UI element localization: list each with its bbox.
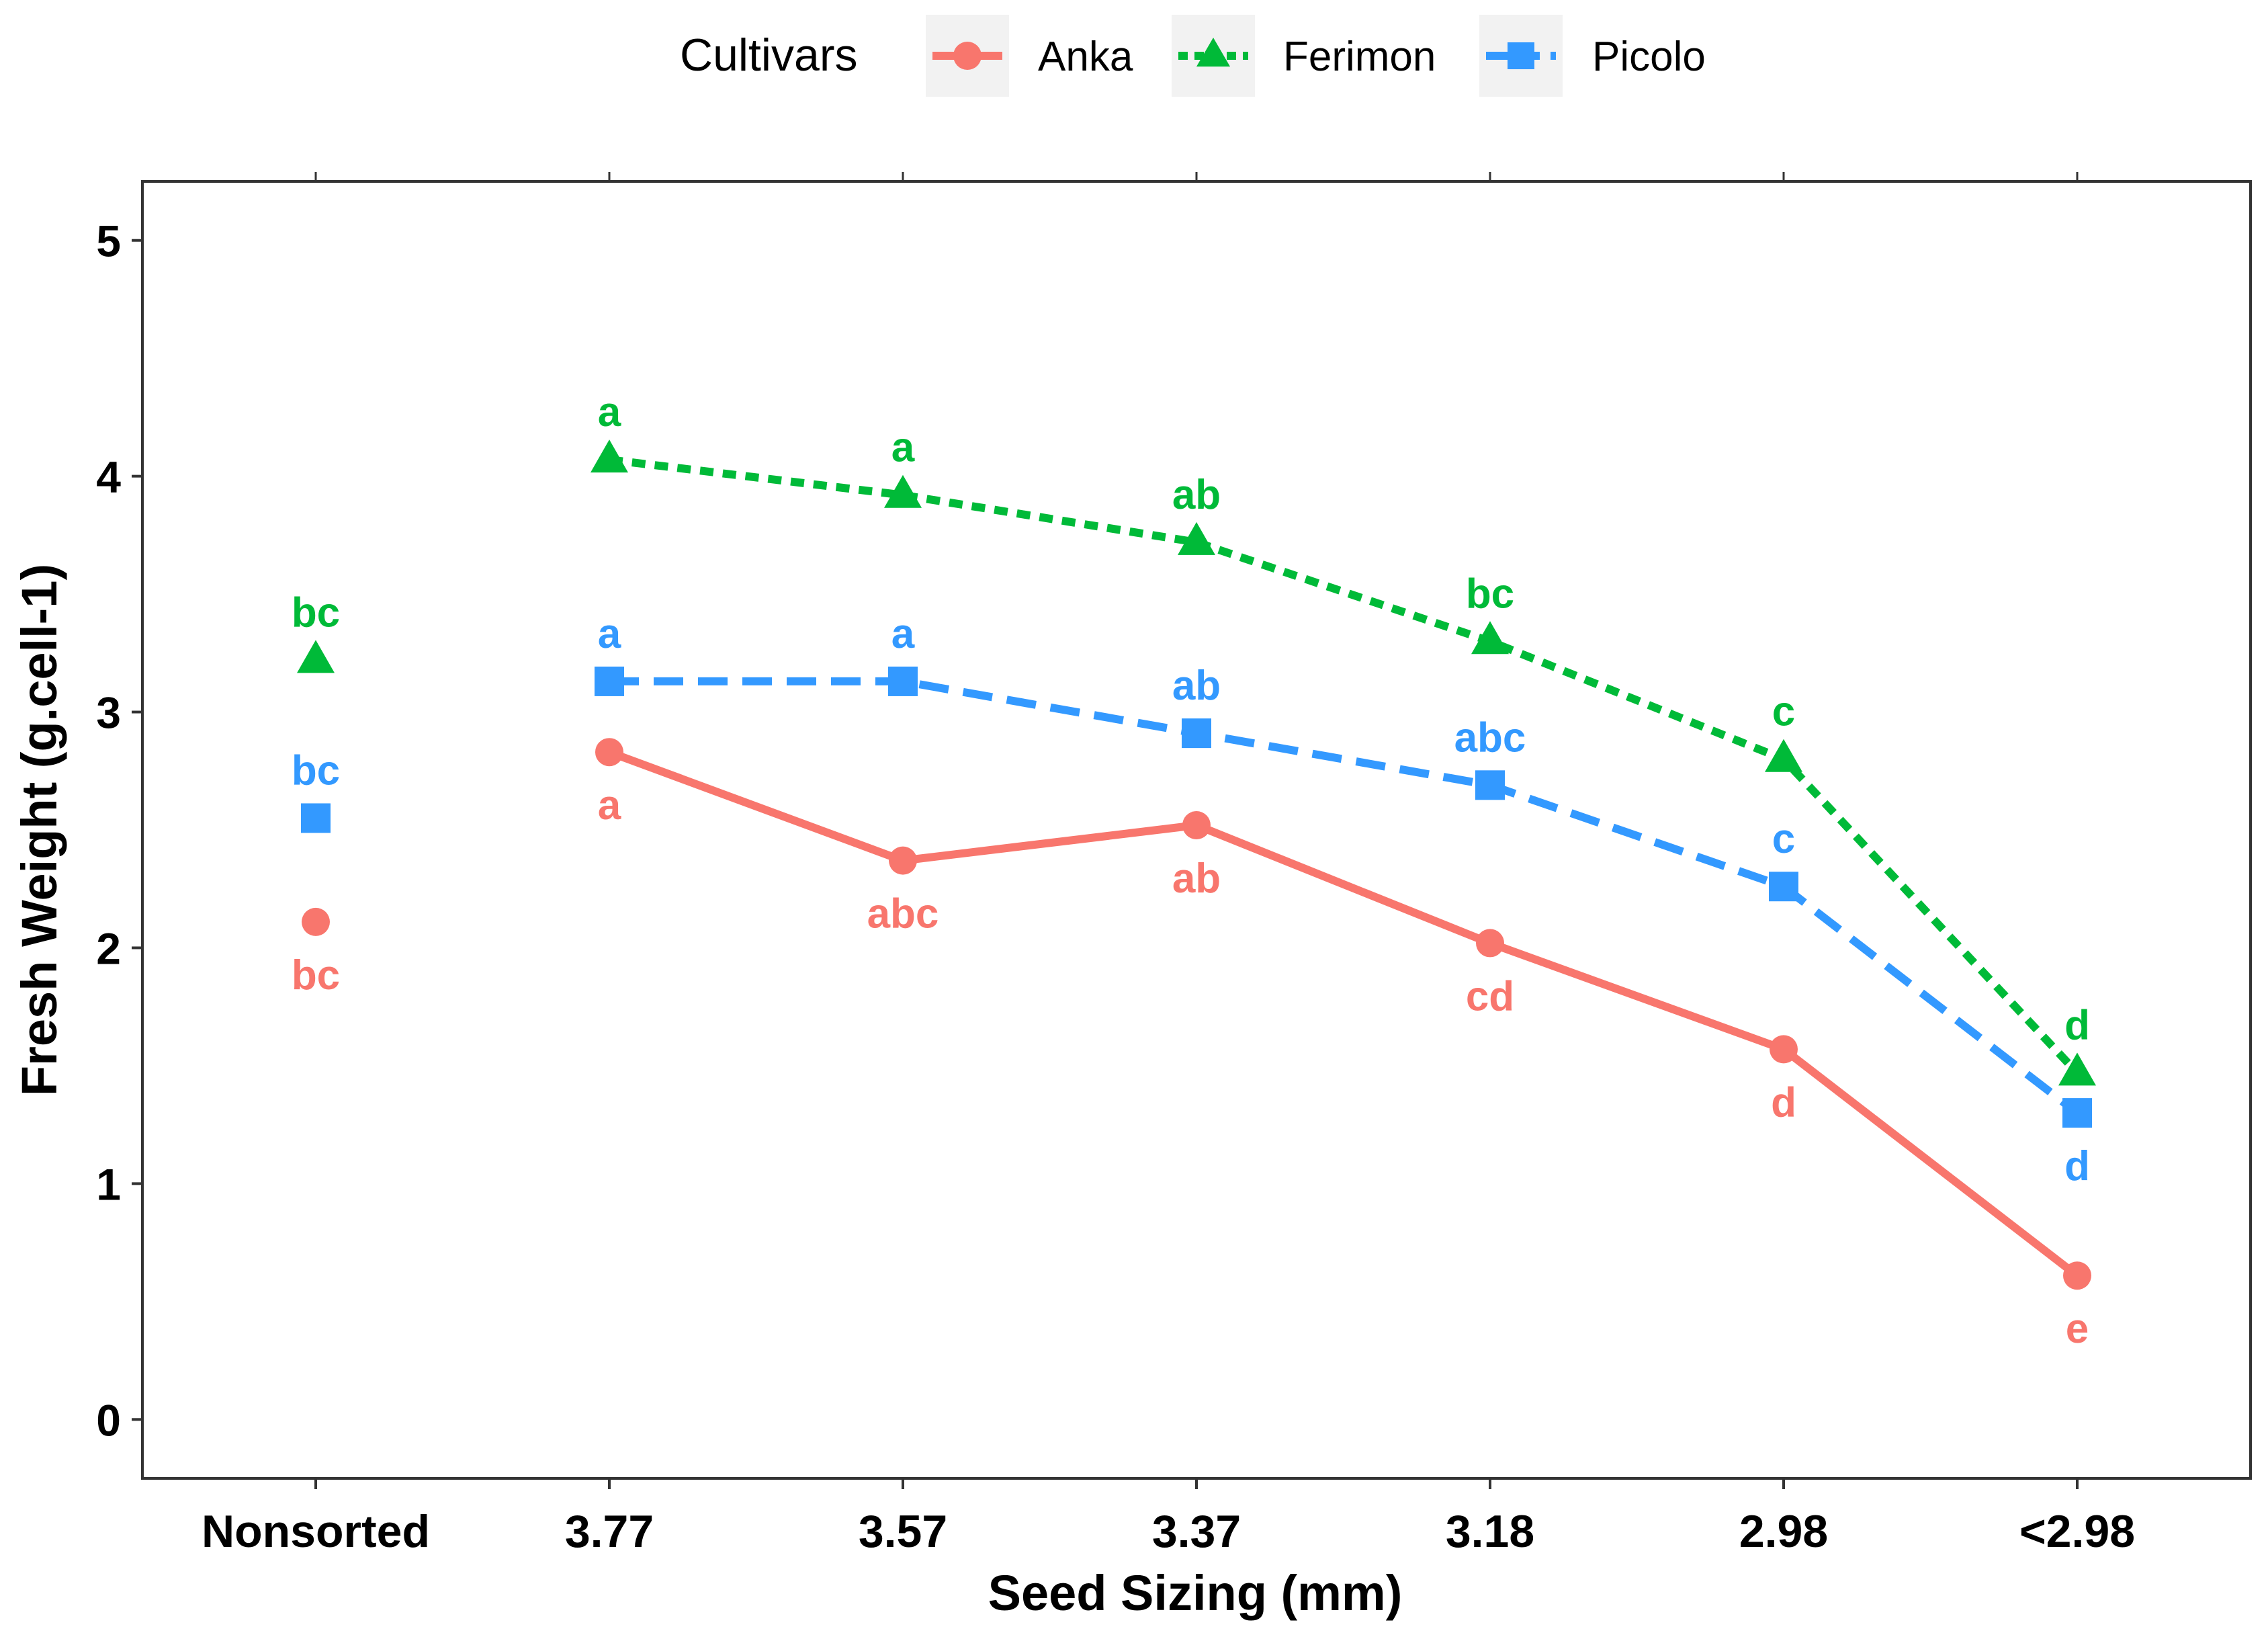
label-anka-lt-2-98: e bbox=[2066, 1306, 2089, 1352]
label-picolo-3-77: a bbox=[598, 611, 621, 657]
label-picolo-lt-2-98: d bbox=[2064, 1143, 2090, 1189]
y-tick-label-0: 0 bbox=[96, 1395, 121, 1445]
label-anka-3-77: a bbox=[598, 782, 621, 829]
label-anka-3-18: cd bbox=[1466, 973, 1514, 1019]
point-anka-3-57 bbox=[889, 846, 917, 875]
point-picolo-lt-2-98 bbox=[2062, 1098, 2092, 1128]
x-tick-label-2-98: 2.98 bbox=[1739, 1506, 1828, 1557]
point-anka-2-98 bbox=[1770, 1035, 1798, 1064]
series-line-ferimon bbox=[609, 456, 2081, 1076]
label-picolo-3-18: abc bbox=[1454, 714, 1526, 761]
point-picolo-3-57 bbox=[888, 666, 918, 696]
label-anka-nonsorted: bc bbox=[292, 952, 340, 999]
legend-label-anka: Anka bbox=[1038, 34, 1133, 80]
point-anka-nonsorted bbox=[302, 907, 330, 936]
legend-item-anka: Anka bbox=[926, 15, 1133, 97]
legend-item-picolo: Picolo bbox=[1479, 15, 1706, 97]
legend-title: Cultivars bbox=[680, 30, 858, 81]
point-anka-3-18 bbox=[1476, 929, 1504, 958]
point-ferimon-3-18 bbox=[1471, 621, 1509, 655]
label-picolo-3-57: a bbox=[891, 611, 915, 657]
label-ferimon-3-77: a bbox=[598, 389, 621, 435]
point-ferimon-3-37 bbox=[1178, 521, 1215, 555]
point-ferimon-lt-2-98 bbox=[2058, 1052, 2096, 1086]
point-ferimon-3-57 bbox=[884, 474, 922, 508]
point-anka-3-37 bbox=[1182, 810, 1211, 839]
legend-label-ferimon: Ferimon bbox=[1283, 34, 1436, 80]
point-anka-lt-2-98 bbox=[2063, 1261, 2091, 1290]
y-axis-title: Fresh Weight (g.cell-1) bbox=[11, 564, 67, 1096]
point-picolo-3-18 bbox=[1475, 770, 1505, 800]
label-picolo-2-98: c bbox=[1772, 816, 1795, 862]
y-tick-label-1: 1 bbox=[96, 1159, 121, 1209]
label-ferimon-2-98: c bbox=[1772, 689, 1795, 735]
x-tick-label-nonsorted: Nonsorted bbox=[202, 1506, 430, 1557]
series-line-anka bbox=[607, 748, 2080, 1279]
point-picolo-3-37 bbox=[1182, 718, 1211, 749]
x-axis-title: Seed Sizing (mm) bbox=[988, 1565, 1403, 1621]
point-ferimon-nonsorted bbox=[297, 640, 335, 673]
label-ferimon-3-57: a bbox=[891, 425, 915, 471]
label-anka-3-57: abc bbox=[867, 891, 939, 937]
series-line-picolo bbox=[609, 677, 2080, 1116]
x-tick-label-3-18: 3.18 bbox=[1446, 1506, 1534, 1557]
label-picolo-nonsorted: bc bbox=[292, 747, 340, 794]
x-tick-label-3-57: 3.57 bbox=[859, 1506, 947, 1557]
label-anka-2-98: d bbox=[1771, 1079, 1796, 1126]
label-ferimon-nonsorted: bc bbox=[292, 589, 340, 636]
point-picolo-nonsorted bbox=[301, 803, 331, 833]
legend-label-picolo: Picolo bbox=[1592, 34, 1706, 80]
label-ferimon-lt-2-98: d bbox=[2064, 1002, 2090, 1048]
label-anka-3-37: ab bbox=[1172, 855, 1221, 902]
legend-marker-ferimon bbox=[1196, 38, 1230, 67]
x-tick-label-3-37: 3.37 bbox=[1152, 1506, 1241, 1557]
axes: 0 1 2 3 4 5 Nonsorted 3.77 3.57 3.37 3.18 2.98 <2.98 bbox=[96, 172, 2135, 1557]
label-ferimon-3-37: ab bbox=[1172, 472, 1221, 518]
legend: Cultivars Anka Ferimon Picolo bbox=[680, 15, 1706, 97]
x-tick-label-lt-2-98: <2.98 bbox=[2019, 1506, 2135, 1557]
y-tick-label-4: 4 bbox=[96, 452, 121, 502]
x-tick-label-3-77: 3.77 bbox=[565, 1506, 654, 1557]
label-ferimon-3-18: bc bbox=[1466, 571, 1514, 617]
point-anka-3-77 bbox=[595, 738, 623, 767]
point-picolo-3-77 bbox=[595, 666, 624, 696]
legend-marker-picolo bbox=[1508, 42, 1534, 69]
y-tick-label-2: 2 bbox=[96, 923, 121, 973]
legend-marker-anka bbox=[953, 42, 982, 70]
point-ferimon-3-77 bbox=[591, 439, 628, 473]
legend-item-ferimon: Ferimon bbox=[1172, 15, 1436, 97]
point-ferimon-2-98 bbox=[1765, 739, 1802, 772]
y-tick-label-3: 3 bbox=[96, 688, 121, 738]
point-picolo-2-98 bbox=[1769, 872, 1798, 902]
y-tick-label-5: 5 bbox=[96, 216, 121, 266]
label-picolo-3-37: ab bbox=[1172, 663, 1221, 709]
